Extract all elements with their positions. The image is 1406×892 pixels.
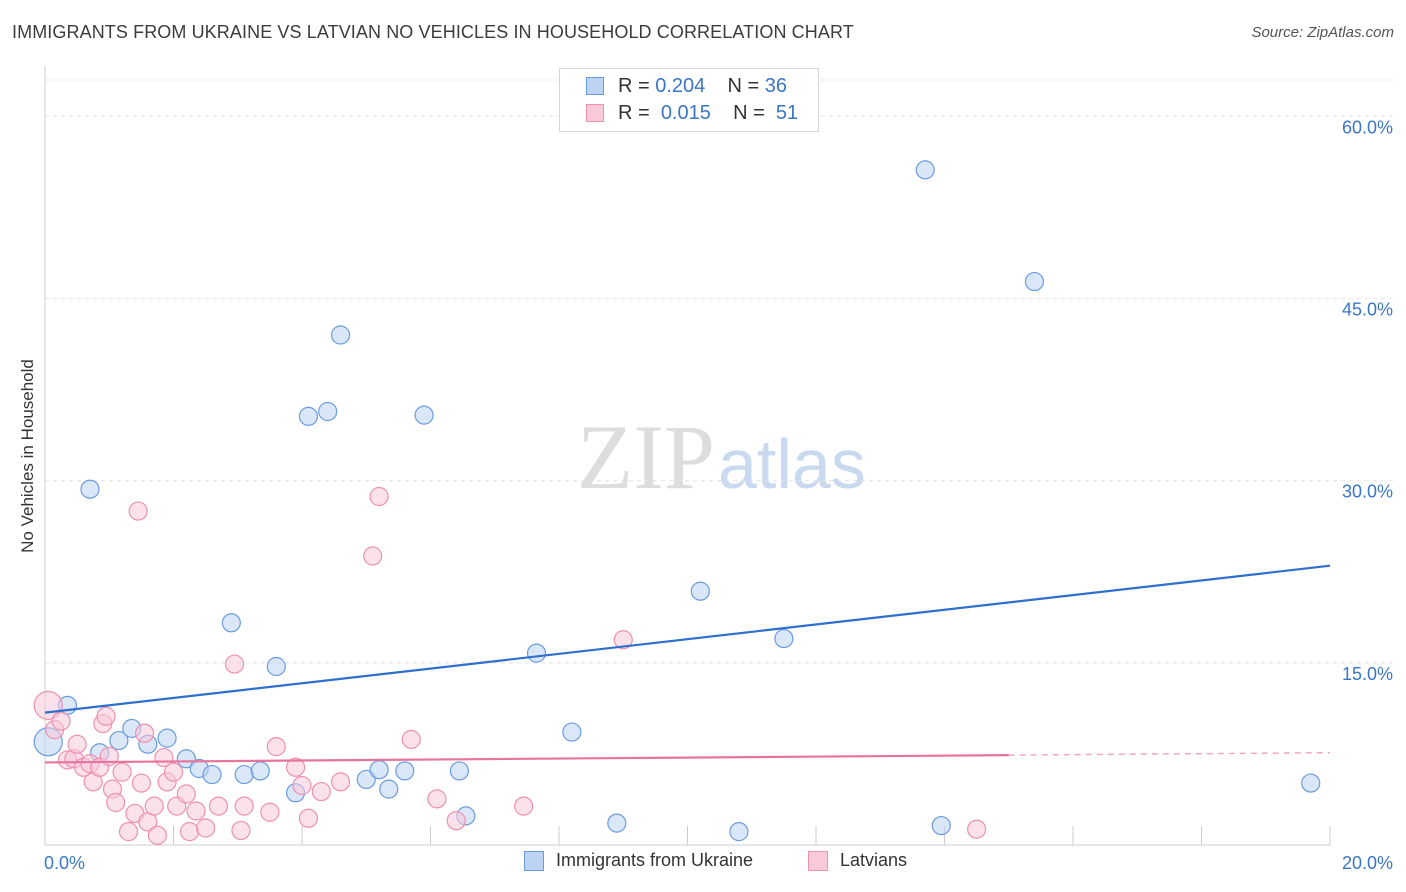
data-point-ukraine [318,401,338,422]
legend-swatch-latvians [586,104,604,122]
stats-text-ukraine: R = 0.204 N = 36 [618,75,787,98]
data-point-ukraine [250,761,270,781]
y-tick-label: 15.0% [1342,664,1393,684]
source-label: Source: ZipAtlas.com [1251,24,1394,41]
data-point-ukraine [369,760,389,780]
chart-title: IMMIGRANTS FROM UKRAINE VS LATVIAN NO VE… [12,22,854,42]
data-point-latvians [208,796,229,816]
n-label-latvians: N = [733,101,765,124]
y-tick-label: 60.0% [1342,117,1393,137]
n-label-ukraine: N = [727,74,760,97]
data-point-latvians [176,784,196,804]
data-point-latvians [128,501,148,521]
legend-item-latvians[interactable]: Latvians [808,850,907,871]
data-point-latvians [147,825,168,845]
data-point-ukraine [176,749,196,769]
data-point-latvians [369,486,389,507]
legend-swatch-bottom-latvians [808,850,828,871]
data-point-latvians [260,802,280,822]
data-point-ukraine [157,728,177,748]
legend-swatch-bottom-ukraine [524,850,544,871]
data-point-latvians [285,757,306,777]
trendline-latvians [44,754,1009,764]
data-point-ukraine [690,581,710,601]
data-point-ukraine [379,779,399,799]
stats-text-latvians: R = 0.015 N = 51 [618,102,798,125]
data-point-ukraine [774,628,794,649]
watermark-zip: ZIP [577,406,715,508]
data-point-latvians [106,792,126,813]
data-point-ukraine [915,160,935,180]
x-tick-label: 20.0% [1342,853,1393,873]
data-point-latvians [514,796,534,816]
trendline-ukraine [44,564,1331,714]
data-point-ukraine [1301,773,1321,793]
data-point-latvians [134,723,155,743]
data-point-latvians [446,811,466,831]
data-point-ukraine [202,764,222,785]
legend-label-ukraine: Immigrants from Ukraine [556,850,754,870]
data-point-latvians [231,820,251,841]
n-value-ukraine: 36 [764,74,788,97]
data-point-latvians [96,706,116,726]
series-legend: Immigrants from Ukraine Latvians [0,850,1406,878]
data-point-ukraine [234,764,254,785]
data-point-latvians [967,819,987,839]
r-value-ukraine: 0.204 [655,74,706,97]
data-point-ukraine [526,643,547,663]
x-tick-label: 0.0% [44,853,85,873]
legend-swatch-ukraine [586,77,604,95]
y-tick-label: 45.0% [1342,300,1393,320]
data-point-latvians [131,773,151,793]
data-point-ukraine [109,730,129,751]
data-point-ukraine [395,761,415,781]
data-point-latvians [311,781,331,802]
data-point-latvians [118,822,139,842]
r-label-ukraine: R = [618,74,650,97]
data-point-ukraine [298,406,319,426]
data-point-ukraine [221,613,241,633]
data-point-latvians [51,711,71,731]
data-point-latvians [401,729,421,749]
data-point-ukraine [414,405,434,425]
legend-item-ukraine[interactable]: Immigrants from Ukraine [524,850,753,871]
data-point-latvians [67,734,87,754]
data-point-latvians [224,654,245,674]
data-point-latvians [330,772,351,792]
data-point-latvians [179,822,200,842]
data-point-latvians [292,775,312,796]
stats-legend: R = 0.204 N = 36 R = 0.015 N = 51 [559,68,819,132]
data-point-ukraine [607,813,627,833]
data-point-latvians [234,796,254,816]
data-point-latvians [196,818,216,838]
n-value-latvians: 51 [775,101,799,124]
data-point-latvians [163,762,184,782]
r-label-latvians: R = [618,101,650,124]
data-point-ukraine [729,822,749,842]
data-point-ukraine [356,769,376,790]
data-point-ukraine [80,479,100,499]
data-point-latvians [363,546,383,566]
data-point-ukraine [931,815,951,836]
data-point-latvians [427,789,447,809]
legend-label-latvians: Latvians [840,850,908,870]
data-point-ukraine [1024,271,1045,292]
data-point-latvians [144,796,164,816]
trendline-latvians-extension [1008,751,1331,756]
data-point-latvians [186,801,206,821]
data-point-latvians [266,737,286,757]
data-point-ukraine [330,325,351,345]
r-value-latvians: 0.015 [660,101,711,124]
data-point-ukraine [562,722,582,742]
watermark-atlas: atlas [718,425,866,503]
data-point-latvians [112,762,132,782]
data-point-latvians [613,630,633,650]
y-tick-label: 30.0% [1342,482,1393,502]
data-point-ukraine [266,656,286,677]
data-point-ukraine [449,761,470,781]
data-point-latvians [298,808,319,828]
